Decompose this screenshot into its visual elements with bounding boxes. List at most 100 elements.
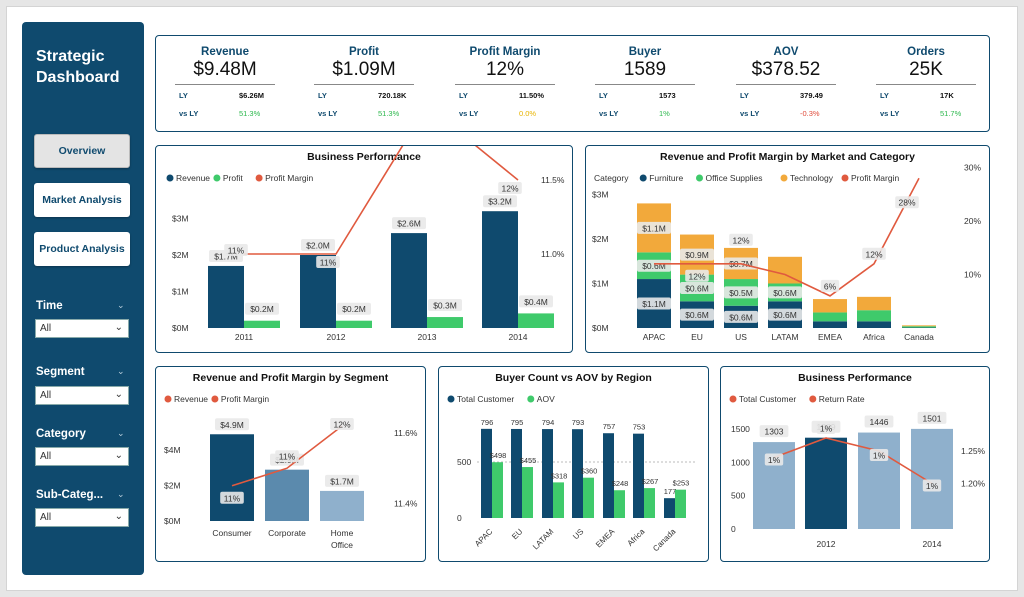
- bar-revenue: [320, 490, 364, 521]
- bar-label-total-customer: 794: [542, 418, 555, 427]
- kpi-title: Orders: [907, 46, 945, 58]
- filter-time-select[interactable]: All ⌄: [35, 319, 129, 338]
- bar-label-total-customer: 177: [664, 487, 677, 496]
- bar-label-aov: $498: [490, 451, 507, 460]
- chevron-down-icon[interactable]: ⌄: [117, 489, 125, 499]
- bar-label-total-customer: 1303: [765, 427, 784, 437]
- bar-profit: [427, 317, 463, 328]
- bar-profit: [244, 320, 280, 328]
- legend-item: Total Customer: [739, 394, 796, 404]
- bar-aov: [553, 482, 564, 518]
- filter-subcategory-select[interactable]: All ⌄: [35, 508, 129, 527]
- chart-title: Business Performance: [307, 151, 421, 163]
- bar-total-customer: [858, 432, 900, 529]
- filter-category-select[interactable]: All ⌄: [35, 447, 129, 466]
- bar-label: $0.9M: [685, 250, 709, 260]
- bar-furniture: [857, 321, 891, 328]
- filter-category-label: Category: [36, 428, 86, 440]
- chart-segment: Revenue and Profit Margin by Segment Rev…: [155, 366, 426, 562]
- bar-label: $0.6M: [773, 310, 797, 320]
- x-tick: Canada: [651, 527, 678, 554]
- x-tick: 2011: [235, 332, 254, 342]
- data-label-bg: [498, 182, 522, 194]
- data-label-bg: [864, 415, 894, 428]
- kpi-ly-value: $6.26M: [239, 91, 265, 100]
- data-label-bg: [301, 239, 335, 251]
- data-label-bg: [768, 286, 802, 299]
- y-tick: $3M: [172, 214, 189, 224]
- x-tick: US: [571, 527, 585, 541]
- bar-total-customer: [633, 433, 644, 518]
- nav-product-analysis-button[interactable]: Product Analysis: [34, 232, 130, 266]
- bar-label: $0.6M: [685, 283, 709, 293]
- chart-title: Revenue and Profit Margin by Segment: [192, 372, 389, 384]
- data-label-bg: [680, 308, 714, 321]
- bar-label-total-customer: 757: [603, 422, 616, 431]
- line-label-profit-margin: 12%: [865, 249, 882, 259]
- chart-svg: Revenue Profit Profit Margin $0M $1M $2M $3M 11…: [166, 146, 565, 342]
- kpi-title: AOV: [773, 46, 799, 58]
- bar-label: $0.6M: [729, 312, 753, 322]
- x-tick: Corporate: [268, 528, 306, 538]
- kpi-ly-value: 17K: [940, 91, 954, 100]
- dashboard-title: Strategic Dashboard: [36, 48, 120, 86]
- bar-label-aov: $248: [612, 479, 629, 488]
- data-label-bg: [428, 299, 462, 312]
- data-label-bg: [764, 453, 784, 466]
- kpi-vs-value: 0.0%: [519, 109, 537, 118]
- data-label-bg: [224, 244, 248, 256]
- kpi-vs-label: vs LY: [880, 109, 900, 118]
- kpi-ly-label: LY: [880, 91, 889, 100]
- bar-furniture: [813, 321, 847, 328]
- line-profit-margin: [654, 177, 920, 297]
- chart-title: Business Performance: [798, 372, 912, 384]
- kpi-value: 25K: [909, 59, 943, 80]
- bar-aov: [583, 477, 594, 518]
- data-label-bg: [330, 417, 354, 430]
- kpi-vs-label: vs LY: [179, 109, 199, 118]
- line-return-rate: [773, 437, 933, 485]
- chevron-down-icon[interactable]: ⌄: [117, 300, 125, 310]
- line-label-profit-margin: 6%: [824, 281, 837, 291]
- kpi-panel: Revenue $9.48M LY $6.26M vs LY 51.3% Profi…: [155, 35, 990, 132]
- line-profit-margin: [231, 425, 343, 487]
- data-label-bg: [759, 425, 789, 438]
- bar-label-total-customer: 793: [572, 418, 585, 427]
- chevron-down-icon[interactable]: ⌄: [117, 366, 125, 376]
- y-tick: 0: [731, 524, 736, 534]
- legend-item: Profit Margin: [221, 394, 269, 404]
- filter-time-value: All: [40, 323, 52, 334]
- kpi-ly-label: LY: [599, 91, 608, 100]
- data-label-bg: [337, 302, 371, 315]
- y2-tick: 1.25%: [961, 446, 986, 456]
- legend-item: AOV: [537, 394, 555, 404]
- data-label-bg: [816, 422, 836, 434]
- nav-overview-button[interactable]: Overview: [34, 134, 130, 168]
- filter-segment-select[interactable]: All ⌄: [35, 386, 129, 405]
- line-label-return-rate: 1%: [820, 424, 833, 434]
- y-tick: 500: [731, 491, 745, 501]
- bar-revenue: [391, 233, 427, 328]
- legend-dot: [809, 395, 817, 403]
- chart-svg: Total Customer Return Rate 0 500 1000 1500 1.2…: [729, 394, 986, 549]
- bar-total-customer: [542, 429, 553, 518]
- divider: [175, 84, 275, 85]
- line-label-profit-margin: 12%: [501, 184, 518, 194]
- chevron-down-icon: ⌄: [114, 450, 123, 461]
- bar-total-customer: [572, 429, 583, 518]
- y2-tick: 11.5%: [541, 175, 565, 185]
- data-label-bg: [220, 491, 244, 504]
- x-tick: 2012: [327, 332, 346, 342]
- bar-total-customer: [664, 498, 675, 518]
- bar-label-aov: $455: [520, 456, 537, 465]
- y-tick: $1M: [172, 287, 189, 297]
- data-label-bg: [519, 295, 553, 308]
- nav-market-analysis-button[interactable]: Market Analysis: [34, 183, 130, 217]
- line-label-return-rate: 1%: [873, 451, 886, 461]
- kpi-card-revenue: Revenue $9.48M LY $6.26M vs LY 51.3%: [165, 36, 285, 121]
- y2-tick: 11.0%: [541, 249, 565, 259]
- divider: [736, 84, 836, 85]
- kpi-value: $1.09M: [332, 59, 396, 80]
- x-tick: US: [735, 332, 747, 342]
- chevron-down-icon[interactable]: ⌄: [117, 428, 125, 438]
